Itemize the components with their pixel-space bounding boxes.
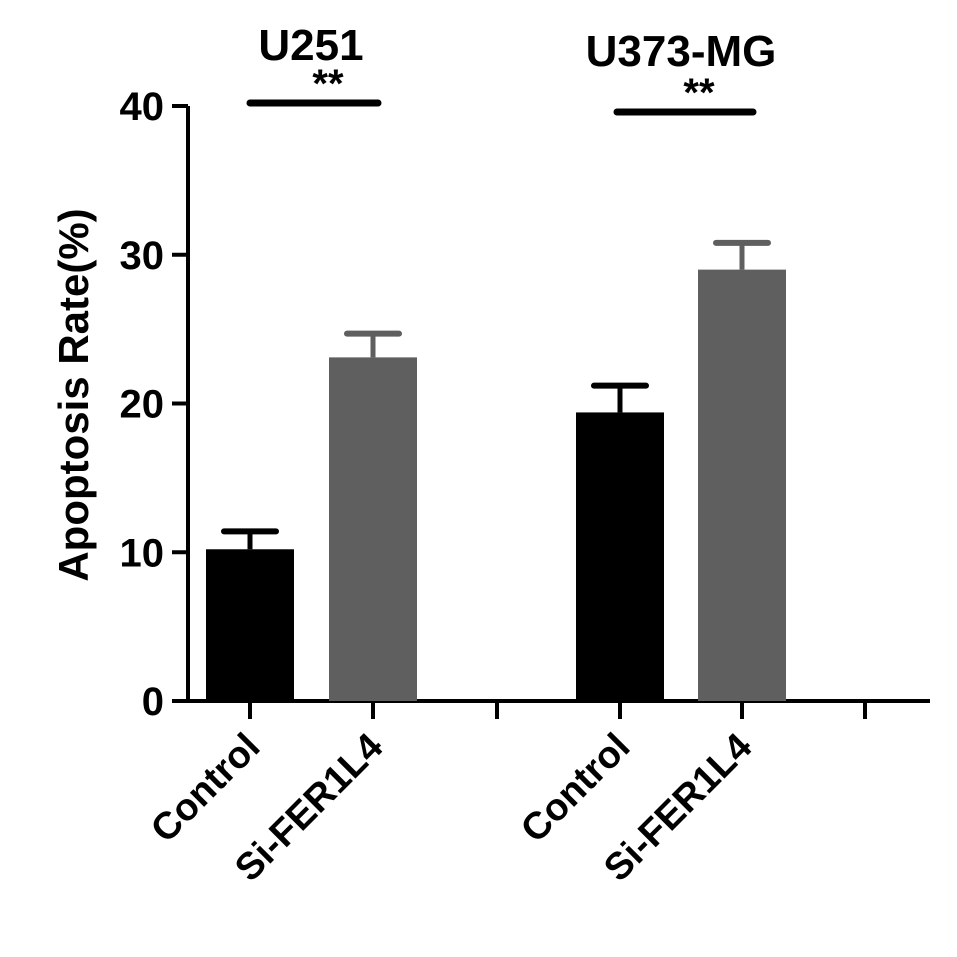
bar (698, 269, 786, 701)
axes (172, 104, 930, 719)
bar (206, 549, 294, 701)
significance-label: ** (312, 62, 344, 106)
bars (206, 239, 786, 701)
y-tick-label: 40 (120, 85, 165, 129)
y-axis-title: Apoptosis Rate(%) (50, 208, 97, 581)
group-title: U251 (258, 21, 363, 70)
bar (576, 412, 664, 701)
labels: 010203040ControlSi-FER1L4U251**ControlSi… (120, 21, 777, 890)
y-tick-label: 10 (120, 531, 165, 575)
y-tick-label: 0 (142, 680, 164, 724)
x-category-label: Control (143, 726, 268, 851)
y-tick-label: 30 (120, 234, 165, 278)
group-title: U373-MG (586, 27, 777, 76)
bar (329, 357, 417, 701)
significance-label: ** (683, 71, 715, 115)
y-tick-label: 20 (120, 383, 165, 427)
x-category-label: Control (513, 726, 638, 851)
